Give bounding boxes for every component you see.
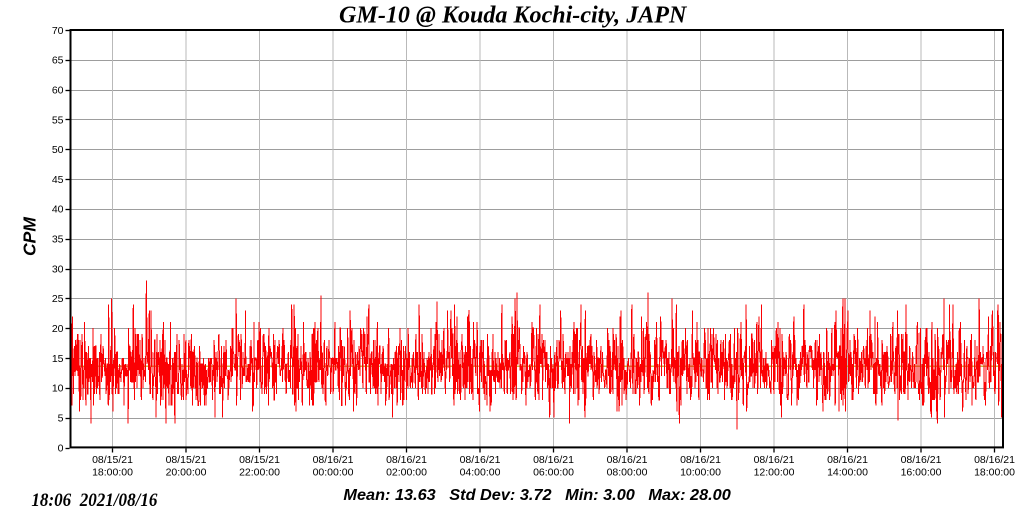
svg-text:CPM: CPM [20,217,40,256]
svg-text:16:00:00: 16:00:00 [901,467,942,479]
svg-text:14:00:00: 14:00:00 [827,467,868,479]
svg-text:08/16/21: 08/16/21 [386,454,427,466]
svg-text:15: 15 [52,353,64,365]
svg-text:30: 30 [52,263,64,275]
svg-text:08/16/21: 08/16/21 [901,454,942,466]
svg-text:35: 35 [52,234,64,246]
svg-text:20: 20 [52,323,64,335]
svg-text:18:00:00: 18:00:00 [974,467,1015,479]
svg-text:08/15/21: 08/15/21 [92,454,133,466]
svg-text:Mean: 13.63 Std Dev: 3.72: Mean: 13.63 Std Dev: 3.72 Min: 3.00 Max:… [343,486,730,504]
svg-text:08:00:00: 08:00:00 [607,467,648,479]
svg-text:22:00:00: 22:00:00 [239,467,280,479]
svg-text:02:00:00: 02:00:00 [386,467,427,479]
svg-text:55: 55 [52,114,64,126]
svg-text:08/16/21: 08/16/21 [680,454,721,466]
svg-text:40: 40 [52,204,64,216]
svg-text:08/16/21: 08/16/21 [460,454,501,466]
svg-text:18:06 2021/08/16: 18:06 2021/08/16 [31,490,158,511]
svg-text:25: 25 [52,293,64,305]
svg-text:10: 10 [52,383,64,395]
svg-text:GM-10 @ Kouda Kochi-city, JAPN: GM-10 @ Kouda Kochi-city, JAPN [339,2,688,29]
svg-text:70: 70 [52,25,64,37]
svg-text:08/15/21: 08/15/21 [239,454,280,466]
svg-text:08/16/21: 08/16/21 [974,454,1015,466]
svg-text:60: 60 [52,84,64,96]
svg-text:08/15/21: 08/15/21 [166,454,207,466]
svg-text:08/16/21: 08/16/21 [754,454,795,466]
svg-text:08/16/21: 08/16/21 [827,454,868,466]
svg-text:45: 45 [52,174,64,186]
svg-text:08/16/21: 08/16/21 [313,454,354,466]
svg-text:0: 0 [58,442,64,454]
svg-text:06:00:00: 06:00:00 [533,467,574,479]
svg-text:10:00:00: 10:00:00 [680,467,721,479]
svg-text:08/16/21: 08/16/21 [607,454,648,466]
svg-text:20:00:00: 20:00:00 [166,467,207,479]
svg-text:5: 5 [58,412,64,424]
svg-text:18:00:00: 18:00:00 [92,467,133,479]
svg-text:00:00:00: 00:00:00 [313,467,354,479]
svg-text:08/16/21: 08/16/21 [533,454,574,466]
svg-text:04:00:00: 04:00:00 [460,467,501,479]
svg-text:12:00:00: 12:00:00 [754,467,795,479]
svg-text:65: 65 [52,55,64,67]
svg-text:50: 50 [52,144,64,156]
